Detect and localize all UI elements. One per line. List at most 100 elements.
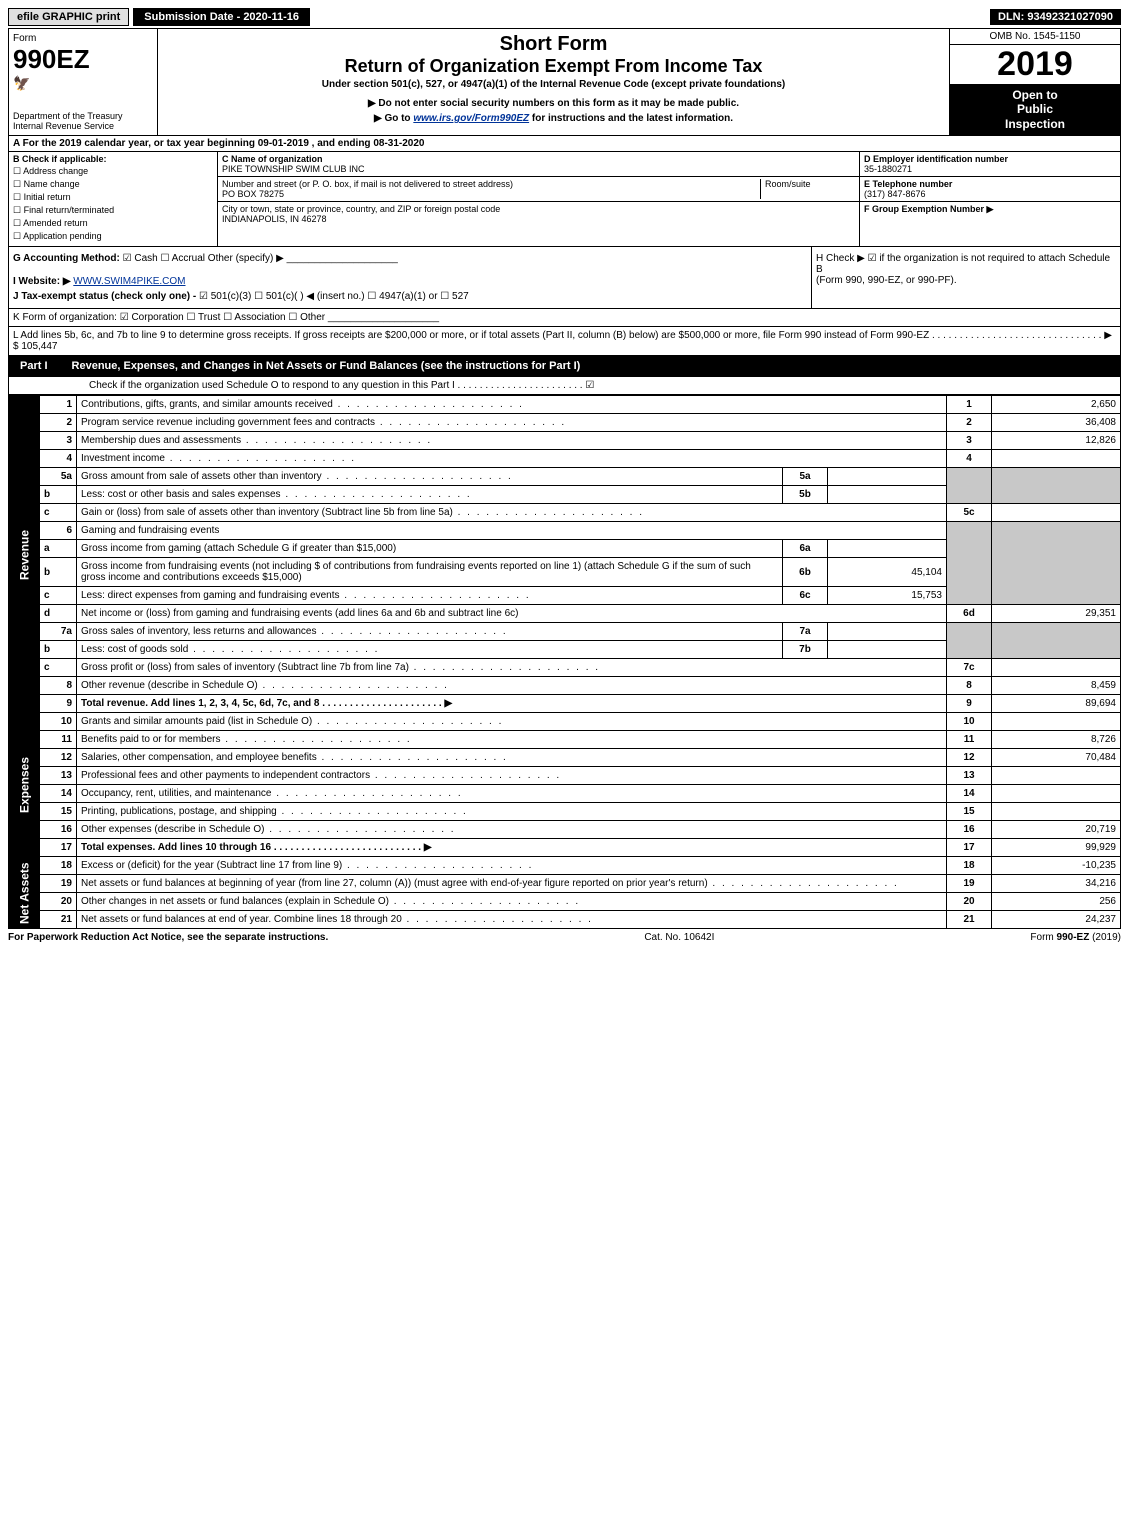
line-desc: Other changes in net assets or fund bala… — [81, 896, 580, 907]
topbar: efile GRAPHIC print Submission Date - 20… — [8, 8, 1121, 26]
mini-num: 6a — [783, 540, 828, 558]
dept-label: Department of the Treasury Internal Reve… — [13, 111, 153, 131]
mini-num: 5a — [783, 468, 828, 486]
col-num: 11 — [947, 731, 992, 749]
line-desc: Total expenses. Add lines 10 through 16 … — [81, 842, 432, 853]
line-2: 2 Program service revenue including gove… — [9, 414, 1121, 432]
line-desc: Membership dues and assessments — [81, 435, 432, 446]
line-1: Revenue 1 Contributions, gifts, grants, … — [9, 396, 1121, 414]
section-h: H Check ▶ ☑ if the organization is not r… — [812, 247, 1120, 308]
line-value — [992, 450, 1121, 468]
form-header: Form 990EZ 🦅 Department of the Treasury … — [8, 28, 1121, 136]
sections-g-h: G Accounting Method: ☑ Cash ☐ Accrual Ot… — [8, 247, 1121, 309]
website-label: I Website: ▶ — [13, 276, 71, 287]
line-desc: Less: cost of goods sold — [81, 644, 379, 655]
mini-value — [828, 623, 947, 641]
line-9: 9 Total revenue. Add lines 1, 2, 3, 4, 5… — [9, 695, 1121, 713]
form-label: Form — [13, 33, 153, 44]
street-value: PO BOX 78275 — [222, 189, 284, 199]
col-num: 21 — [947, 911, 992, 929]
footer-center: Cat. No. 10642I — [644, 932, 714, 943]
checkbox-name-change[interactable]: ☐ Name change — [13, 179, 213, 190]
line-num: a — [40, 540, 77, 558]
line-desc: Total revenue. Add lines 1, 2, 3, 4, 5c,… — [81, 698, 452, 709]
mini-num: 5b — [783, 486, 828, 504]
line-desc: Printing, publications, postage, and shi… — [81, 806, 468, 817]
line-num: 1 — [40, 396, 77, 414]
checkbox-address-change[interactable]: ☐ Address change — [13, 166, 213, 177]
line-value: 89,694 — [992, 695, 1121, 713]
checkbox-initial-return[interactable]: ☐ Initial return — [13, 192, 213, 203]
line-13: 13 Professional fees and other payments … — [9, 767, 1121, 785]
line-value — [992, 785, 1121, 803]
website-link[interactable]: WWW.SWIM4PIKE.COM — [73, 276, 185, 287]
line-num: 21 — [40, 911, 77, 929]
line-num: c — [40, 659, 77, 677]
line-value: 256 — [992, 893, 1121, 911]
line-3: 3 Membership dues and assessments 3 12,8… — [9, 432, 1121, 450]
checkbox-amended-return[interactable]: ☐ Amended return — [13, 218, 213, 229]
line-desc: Less: cost or other basis and sales expe… — [81, 489, 472, 500]
section-l-text: L Add lines 5b, 6c, and 7b to line 9 to … — [13, 330, 1112, 341]
col-num: 17 — [947, 839, 992, 857]
city-label: City or town, state or province, country… — [222, 204, 500, 214]
checkbox-final-return[interactable]: ☐ Final return/terminated — [13, 205, 213, 216]
irs-eagle-icon: 🦅 — [13, 75, 153, 92]
line-num: 13 — [40, 767, 77, 785]
submission-date-button[interactable]: Submission Date - 2020-11-16 — [133, 8, 310, 26]
line-value: 20,719 — [992, 821, 1121, 839]
line-desc: Occupancy, rent, utilities, and maintena… — [81, 788, 463, 799]
col-num: 3 — [947, 432, 992, 450]
col-num: 4 — [947, 450, 992, 468]
mini-value — [828, 540, 947, 558]
line-num: 9 — [40, 695, 77, 713]
line-14: 14 Occupancy, rent, utilities, and maint… — [9, 785, 1121, 803]
tel-value: (317) 847-8676 — [864, 189, 926, 199]
sections-def: D Employer identification number 35-1880… — [860, 152, 1120, 246]
ein-value: 35-1880271 — [864, 164, 912, 174]
line-value — [992, 504, 1121, 522]
line-value: 2,650 — [992, 396, 1121, 414]
header-right: OMB No. 1545-1150 2019 Open to Public In… — [950, 29, 1120, 135]
line-17: 17 Total expenses. Add lines 10 through … — [9, 839, 1121, 857]
efile-graphic-button[interactable]: efile GRAPHIC print — [8, 8, 129, 26]
line-num: b — [40, 558, 77, 587]
line-desc: Gross profit or (loss) from sales of inv… — [81, 662, 600, 673]
mini-value: 15,753 — [828, 587, 947, 605]
col-num: 9 — [947, 695, 992, 713]
col-num: 6d — [947, 605, 992, 623]
line-18: Net Assets 18 Excess or (deficit) for th… — [9, 857, 1121, 875]
irs-link[interactable]: www.irs.gov/Form990EZ — [413, 113, 529, 124]
line-desc: Net assets or fund balances at beginning… — [81, 878, 899, 889]
line-value: 8,459 — [992, 677, 1121, 695]
line-num: c — [40, 587, 77, 605]
tax-exempt-options[interactable]: ☑ 501(c)(3) ☐ 501(c)( ) ◀ (insert no.) ☐… — [199, 291, 469, 302]
accounting-method-options[interactable]: ☑ Cash ☐ Accrual Other (specify) ▶ — [123, 253, 284, 264]
section-h-text1: H Check ▶ ☑ if the organization is not r… — [816, 253, 1110, 275]
line-8: 8 Other revenue (describe in Schedule O)… — [9, 677, 1121, 695]
line-num: 12 — [40, 749, 77, 767]
line-value: 29,351 — [992, 605, 1121, 623]
part-1-label: Part I — [14, 358, 64, 374]
col-num: 18 — [947, 857, 992, 875]
mini-value — [828, 486, 947, 504]
group-exemption-label: F Group Exemption Number ▶ — [864, 204, 993, 214]
net-assets-side-label: Net Assets — [9, 857, 40, 929]
footer-right: Form 990-EZ (2019) — [1030, 932, 1121, 943]
line-4: 4 Investment income 4 — [9, 450, 1121, 468]
checkbox-application-pending[interactable]: ☐ Application pending — [13, 231, 213, 242]
col-num: 16 — [947, 821, 992, 839]
mini-num: 7b — [783, 641, 828, 659]
line-11: 11 Benefits paid to or for members 11 8,… — [9, 731, 1121, 749]
line-value: 8,726 — [992, 731, 1121, 749]
line-desc: Gross income from gaming (attach Schedul… — [77, 540, 783, 558]
mini-num: 6c — [783, 587, 828, 605]
form-of-organization[interactable]: K Form of organization: ☑ Corporation ☐ … — [13, 312, 325, 323]
col-num: 13 — [947, 767, 992, 785]
tax-exempt-label: J Tax-exempt status (check only one) - — [13, 291, 196, 302]
line-6: 6 Gaming and fundraising events — [9, 522, 1121, 540]
line-num: 20 — [40, 893, 77, 911]
line-value: 34,216 — [992, 875, 1121, 893]
line-num: 3 — [40, 432, 77, 450]
inspection-box: Open to Public Inspection — [950, 84, 1120, 135]
